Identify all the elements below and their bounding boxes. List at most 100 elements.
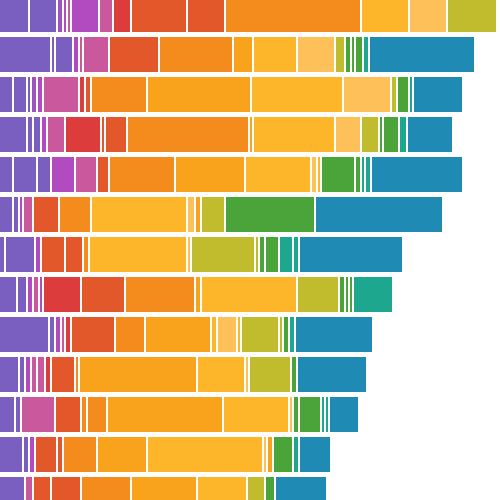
bar-segment (22, 397, 54, 432)
bar-segment (196, 277, 200, 312)
bar-segment (268, 437, 272, 472)
bar-segment (410, 77, 412, 112)
bar-segment (66, 237, 82, 272)
bar-segment (298, 357, 366, 392)
bar-segment (102, 117, 104, 152)
bar-segment (52, 477, 80, 500)
bar-segment (202, 277, 296, 312)
bar-segment (226, 197, 314, 232)
bar-segment (344, 77, 390, 112)
bar-segment (224, 397, 288, 432)
bar-segment (448, 0, 496, 32)
bar-segment (148, 77, 250, 112)
bar-segment (114, 0, 130, 32)
bar-segment (198, 477, 246, 500)
bar-segment (82, 277, 124, 312)
bar-segment (38, 77, 42, 112)
bar-segment (14, 77, 26, 112)
bar-segment (300, 237, 402, 272)
bar-segment (346, 277, 348, 312)
bar-segment (0, 157, 12, 192)
bar-segment (280, 317, 282, 352)
bar-segment (28, 77, 30, 112)
bar-segment (16, 397, 20, 432)
bar-segment (50, 317, 54, 352)
bar-segment (400, 117, 406, 152)
bar-segment (56, 317, 60, 352)
bar-segment (0, 277, 16, 312)
bar-segment (42, 237, 64, 272)
bar-segment (0, 77, 12, 112)
bar-segment (62, 317, 64, 352)
bar-segment (34, 477, 50, 500)
bar-segment (350, 277, 352, 312)
bar-segment (132, 0, 186, 32)
bar-segment (356, 157, 360, 192)
bar-segment (414, 77, 462, 112)
bar-segment (198, 357, 244, 392)
bar-segment (298, 37, 334, 72)
bar-segment (254, 37, 296, 72)
bar-segment (30, 0, 56, 32)
bar-segment (14, 197, 18, 232)
bar-segment (40, 277, 42, 312)
bar-segment (326, 397, 328, 432)
bar-segment (290, 397, 292, 432)
bar-segment (58, 0, 62, 32)
bar-segment (318, 157, 320, 192)
bar-segment (34, 277, 38, 312)
bar-segment (146, 317, 210, 352)
bar-segment (372, 157, 462, 192)
bar-segment (234, 37, 252, 72)
bar-segment (18, 277, 26, 312)
bar-segment (24, 197, 32, 232)
bar-segment (98, 437, 146, 472)
bar-segment (58, 437, 62, 472)
bar-segment (250, 117, 252, 152)
bar-segment (0, 357, 18, 392)
bar-segment (108, 397, 222, 432)
bar-segment (294, 437, 298, 472)
bar-segment (266, 477, 274, 500)
bar-segment (56, 397, 80, 432)
bar-segment (192, 237, 254, 272)
bar-segment (98, 157, 108, 192)
bar-segment (84, 37, 108, 72)
bar-segment (300, 397, 320, 432)
bar-segment (340, 277, 344, 312)
bar-segment (66, 317, 70, 352)
bar-segment (64, 437, 96, 472)
bar-segment (380, 117, 382, 152)
bar-segment (346, 37, 350, 72)
bar-segment (116, 317, 144, 352)
bar-segment (202, 197, 224, 232)
bar-segment (362, 117, 378, 152)
bar-segment (196, 197, 200, 232)
bar-segment (26, 477, 32, 500)
bar-segment (316, 197, 442, 232)
bar-segment (250, 357, 290, 392)
bar-segment (80, 357, 196, 392)
bar-segment (218, 317, 236, 352)
bar-segment (38, 157, 50, 192)
bar-segment (84, 237, 88, 272)
bar-segment (312, 157, 316, 192)
bar-segment (366, 157, 370, 192)
bar-segment (392, 77, 396, 112)
bar-segment (242, 317, 278, 352)
bar-segment (238, 317, 240, 352)
bar-segment (110, 157, 174, 192)
bar-segment (46, 357, 50, 392)
bar-segment (276, 477, 326, 500)
bar-segment (226, 0, 360, 32)
bar-segment (64, 0, 66, 32)
bar-segment (34, 117, 40, 152)
bar-segment (0, 37, 50, 72)
bar-segment (364, 37, 368, 72)
bar-segment (0, 437, 22, 472)
bar-segment (110, 37, 158, 72)
bar-segment (38, 357, 44, 392)
bar-segment (0, 197, 12, 232)
bar-segment (32, 77, 36, 112)
bar-segment (252, 77, 342, 112)
